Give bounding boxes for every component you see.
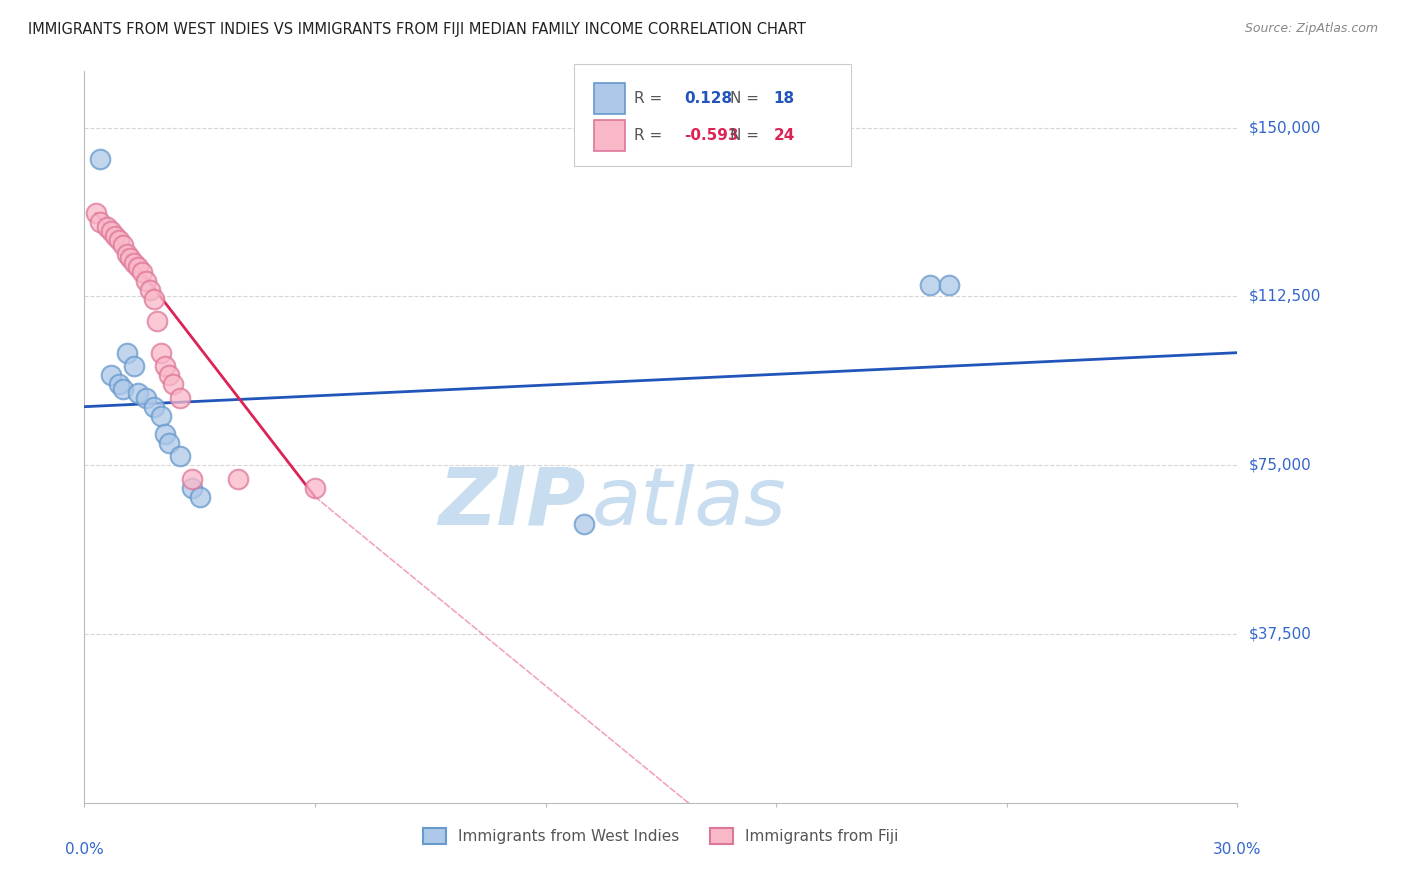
Point (131, 265, 153, 279)
Point (150, 345, 173, 359)
Point (181, 481, 204, 495)
Point (135, 391, 157, 405)
Point (127, 386, 149, 401)
Text: 18: 18 (773, 91, 794, 106)
Point (304, 481, 326, 495)
Text: -0.593: -0.593 (683, 128, 738, 144)
Text: R =: R = (634, 128, 662, 144)
Point (124, 359, 146, 374)
Point (572, 516, 595, 531)
Point (138, 283, 160, 297)
Point (169, 391, 191, 405)
Point (150, 409, 173, 423)
Text: atlas: atlas (592, 464, 786, 542)
Point (108, 377, 131, 392)
Point (111, 237, 134, 252)
Text: N =: N = (730, 91, 759, 106)
Text: 0.0%: 0.0% (65, 842, 104, 856)
Point (108, 233, 131, 247)
Text: ZIP: ZIP (439, 464, 586, 542)
Point (188, 490, 211, 504)
Point (142, 400, 165, 414)
Text: $75,000: $75,000 (1249, 458, 1312, 473)
Text: IMMIGRANTS FROM WEST INDIES VS IMMIGRANTS FROM FIJI MEDIAN FAMILY INCOME CORRELA: IMMIGRANTS FROM WEST INDIES VS IMMIGRANT… (28, 22, 806, 37)
Point (120, 251, 142, 265)
Point (84, 206, 107, 220)
Text: Source: ZipAtlas.com: Source: ZipAtlas.com (1244, 22, 1378, 36)
Point (162, 377, 184, 392)
Point (111, 382, 134, 396)
Point (127, 260, 149, 275)
Point (157, 435, 180, 450)
Text: R =: R = (634, 91, 662, 106)
Point (124, 255, 146, 269)
Point (100, 368, 122, 383)
Point (146, 314, 169, 328)
Text: 30.0%: 30.0% (1213, 842, 1261, 856)
Text: $150,000: $150,000 (1249, 120, 1320, 135)
Point (142, 292, 165, 306)
Point (135, 274, 157, 288)
FancyBboxPatch shape (593, 83, 626, 114)
Point (153, 426, 176, 441)
Point (104, 228, 127, 243)
Point (169, 449, 191, 463)
FancyBboxPatch shape (575, 64, 851, 167)
Point (96, 219, 118, 234)
Point (115, 246, 138, 260)
Point (115, 345, 138, 359)
Legend: Immigrants from West Indies, Immigrants from Fiji: Immigrants from West Indies, Immigrants … (418, 822, 904, 850)
FancyBboxPatch shape (593, 120, 626, 151)
Text: $37,500: $37,500 (1249, 626, 1312, 641)
Text: N =: N = (730, 128, 759, 144)
Point (938, 278, 960, 293)
Point (89, 152, 111, 166)
Text: 24: 24 (773, 128, 796, 144)
Point (153, 359, 176, 374)
Point (157, 368, 180, 383)
Point (89, 215, 111, 229)
Text: $112,500: $112,500 (1249, 289, 1320, 304)
Point (226, 472, 249, 486)
Text: 0.128: 0.128 (683, 91, 733, 106)
Point (918, 278, 941, 293)
Point (100, 224, 122, 238)
Point (181, 472, 204, 486)
